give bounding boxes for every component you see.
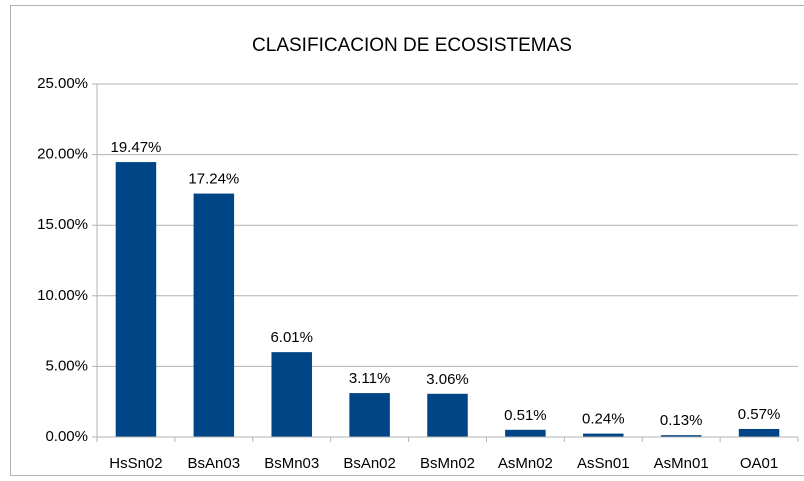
- y-tick-label: 15.00%: [37, 216, 88, 233]
- chart-title: CLASIFICACION DE ECOSISTEMAS: [252, 35, 572, 56]
- x-tick-label: HsSn02: [109, 455, 162, 472]
- bar: [660, 435, 702, 437]
- data-label: 17.24%: [188, 171, 239, 188]
- data-label: 0.24%: [582, 411, 625, 428]
- bar: [193, 193, 235, 437]
- data-label: 19.47%: [111, 139, 162, 156]
- x-tick-label: AsMn02: [498, 455, 553, 472]
- x-tick-label: OA01: [740, 455, 778, 472]
- data-label: 3.11%: [349, 370, 390, 387]
- y-tick-label: 25.00%: [37, 75, 88, 92]
- chart-frame: [10, 5, 804, 476]
- bar: [583, 433, 624, 437]
- bar: [505, 429, 546, 437]
- bar: [349, 393, 390, 437]
- y-tick-label: 20.00%: [37, 146, 88, 163]
- data-label: 0.13%: [660, 412, 703, 429]
- bar: [115, 162, 157, 437]
- x-tick-label: BsMn03: [264, 455, 319, 472]
- x-tick-label: AsSn01: [577, 455, 630, 472]
- data-label: 0.51%: [504, 407, 547, 424]
- data-label: 3.06%: [426, 371, 469, 388]
- y-tick-label: 5.00%: [45, 357, 88, 374]
- y-tick-label: 0.00%: [45, 428, 88, 445]
- data-label: 6.01%: [270, 329, 313, 346]
- bar: [271, 352, 312, 437]
- x-tick-label: BsMn02: [420, 455, 475, 472]
- x-tick-label: BsAn03: [188, 455, 241, 472]
- x-tick-label: AsMn01: [654, 455, 709, 472]
- data-label: 0.57%: [738, 406, 781, 423]
- y-tick-label: 10.00%: [37, 287, 88, 304]
- bar: [738, 428, 780, 437]
- x-tick-label: BsAn02: [343, 455, 396, 472]
- bar: [427, 393, 468, 437]
